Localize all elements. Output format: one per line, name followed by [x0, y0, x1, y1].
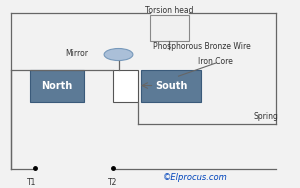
Text: ©Elprocus.com: ©Elprocus.com [163, 173, 227, 182]
Text: T1: T1 [27, 178, 36, 187]
Text: North: North [41, 80, 73, 91]
Text: Mirror: Mirror [65, 49, 88, 58]
Text: Phosphorous Bronze Wire: Phosphorous Bronze Wire [153, 42, 251, 51]
Text: Spring: Spring [254, 112, 278, 121]
FancyBboxPatch shape [150, 15, 189, 41]
Ellipse shape [104, 49, 133, 61]
FancyBboxPatch shape [141, 70, 201, 102]
FancyBboxPatch shape [112, 70, 138, 102]
Text: T2: T2 [108, 178, 117, 187]
Text: Iron Core: Iron Core [198, 57, 233, 66]
Text: Torsion head: Torsion head [145, 6, 194, 15]
Text: South: South [155, 80, 187, 91]
FancyBboxPatch shape [30, 70, 84, 102]
